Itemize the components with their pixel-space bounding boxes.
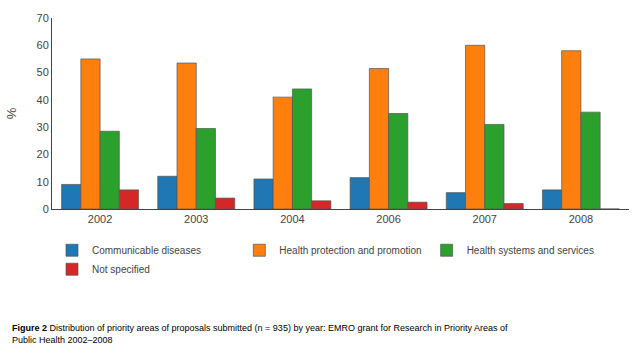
- svg-text:0: 0: [43, 203, 49, 215]
- svg-text:Figure 2 Distribution of prior: Figure 2 Distribution of priority areas …: [12, 323, 508, 345]
- svg-text:10: 10: [37, 176, 49, 188]
- svg-text:20: 20: [37, 148, 49, 160]
- svg-text:2008: 2008: [569, 213, 593, 225]
- svg-text:60: 60: [37, 39, 49, 51]
- svg-text:30: 30: [37, 121, 49, 133]
- svg-text:2004: 2004: [280, 213, 304, 225]
- svg-text:2003: 2003: [184, 213, 208, 225]
- svg-text:2006: 2006: [376, 213, 400, 225]
- svg-text:70: 70: [37, 12, 49, 24]
- svg-text:Not specified: Not specified: [92, 264, 150, 275]
- svg-text:Health protection and promotio: Health protection and promotion: [279, 245, 421, 256]
- svg-text:Health systems and services: Health systems and services: [467, 245, 594, 256]
- svg-text:50: 50: [37, 66, 49, 78]
- svg-text:2002: 2002: [88, 213, 112, 225]
- svg-text:40: 40: [37, 94, 49, 106]
- svg-text:%: %: [4, 107, 19, 119]
- svg-text:2007: 2007: [473, 213, 497, 225]
- svg-text:Communicable diseases: Communicable diseases: [92, 245, 201, 256]
